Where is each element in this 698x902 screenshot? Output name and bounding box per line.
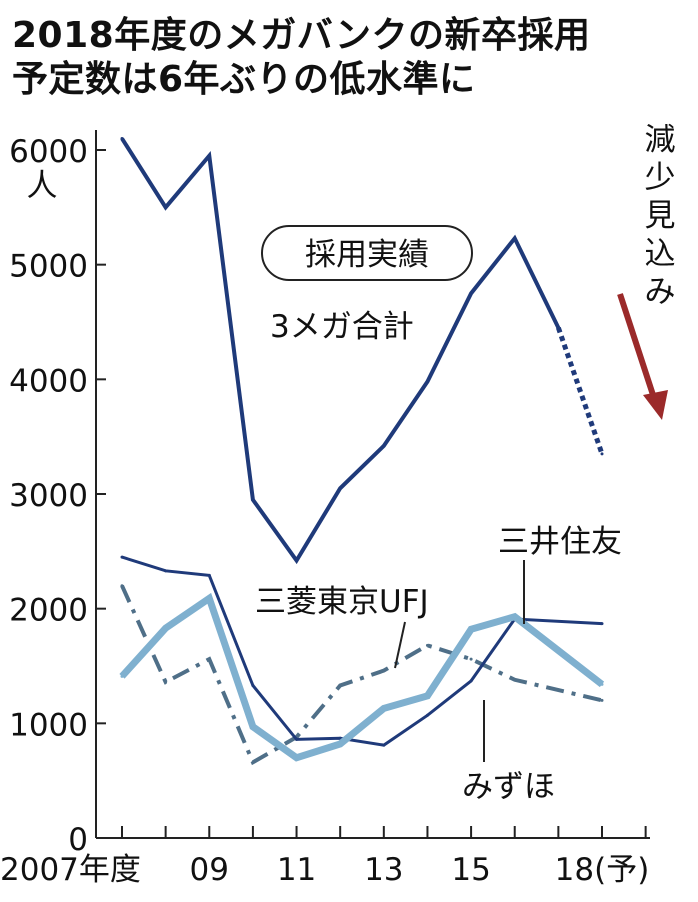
series-point-2 [513,615,517,619]
forecast-arrow-head [643,390,668,420]
series-point-0 [120,137,124,141]
series-point-0 [600,452,604,456]
y-tick-label: 2000 [9,593,88,629]
series-point-1 [251,683,255,687]
badge-frame [261,225,473,281]
series-point-0 [295,559,299,563]
y-tick-label: 1000 [9,707,88,743]
series-point-3 [251,760,255,764]
series-point-3 [120,584,124,588]
series-point-1 [469,679,473,683]
x-tick-label: 11 [277,852,316,888]
series-point-3 [600,698,604,702]
chart-title-line-1: 2018年度のメガバンクの新卒採用 [12,15,591,56]
y-axis-unit-label: 人 [27,168,58,204]
smbc-series-label: 三井住友 [498,524,622,560]
series-point-0 [207,154,211,158]
series-point-1 [207,573,211,577]
x-tick-label: 15 [451,852,490,888]
y-tick-label: 4000 [9,363,88,399]
x-tick-label: 09 [190,852,229,888]
forecast-label-char: 少 [645,160,676,196]
x-tick-label: 18(予) [555,852,650,888]
forecast-label-char: み [645,274,676,310]
series-point-0 [338,486,342,490]
series-point-2 [382,706,386,710]
series-point-1 [382,743,386,747]
series-line-0 [120,137,561,565]
total-series-label: 3メガ合計 [270,309,414,345]
series-layer [119,137,605,766]
badge-label: 採用実績 [305,237,429,273]
forecast-label-char: 減 [645,122,676,158]
chart-title-line-2: 予定数は6年ぶりの低水準に [12,59,476,100]
series-point-0 [382,444,386,448]
series-point-2 [600,682,604,686]
series-point-3 [513,678,517,682]
series-point-2 [295,756,299,760]
series-projection-line-0 [556,326,605,455]
forecast-arrow-shaft [617,293,657,399]
y-tick-label: 5000 [9,249,88,285]
series-point-0 [469,291,473,295]
forecast-label-char: 込 [645,236,676,272]
ufj-label-leader [394,621,406,669]
series-point-1 [120,555,124,559]
series-point-1 [600,622,604,626]
series-point-0 [556,326,560,330]
series-point-2 [338,742,342,746]
x-tick-label: 2007年度 [0,852,141,888]
series-point-2 [425,694,429,698]
series-point-2 [120,674,124,678]
series-point-3 [382,669,386,673]
series-point-2 [469,627,473,631]
y-tick-label: 0 [68,822,88,858]
series-point-0 [513,236,517,240]
forecast-label: 減少見込み [645,122,676,310]
series-point-0 [425,380,429,384]
series-point-0 [164,205,168,209]
ufj-series-label: 三菱東京UFJ [255,584,429,620]
series-point-2 [207,596,211,600]
series-point-1 [295,737,299,741]
series-point-3 [425,643,429,647]
y-tick-label: 3000 [9,478,88,514]
series-point-3 [469,657,473,661]
series-point-3 [207,657,211,661]
series-point-3 [164,680,168,684]
series-point-1 [164,569,168,573]
annotation-layer: 採用実績 3メガ合計 三菱東京UFJ 三井住友 みずほ 減少見込み [255,122,676,805]
y-tick-label: 6000 [9,134,88,170]
series-point-0 [251,498,255,502]
series-point-3 [338,683,342,687]
x-tick-label: 13 [364,852,403,888]
mizuho-series-label: みずほ [462,769,555,805]
series-point-2 [251,725,255,729]
series-point-1 [425,713,429,717]
forecast-label-char: 見 [645,198,676,234]
series-point-2 [164,626,168,630]
